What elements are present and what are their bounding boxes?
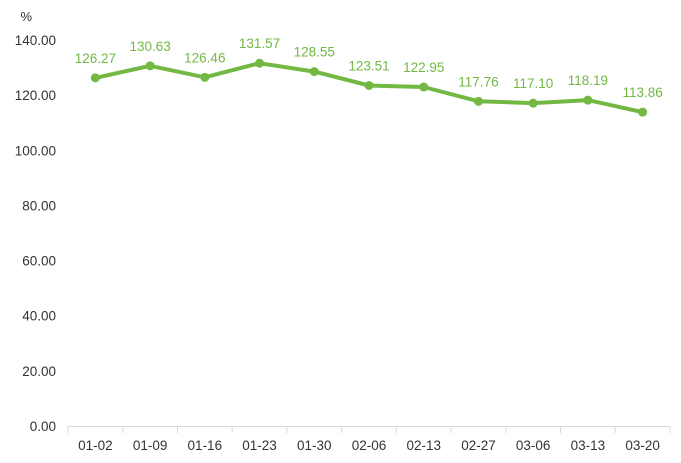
x-tick-label: 02-06 bbox=[352, 438, 387, 453]
y-tick-label: 100.00 bbox=[15, 143, 56, 158]
data-point bbox=[364, 80, 374, 90]
x-tick-label: 01-02 bbox=[78, 438, 113, 453]
data-point bbox=[638, 107, 648, 117]
data-label: 128.55 bbox=[294, 45, 335, 60]
data-label: 126.27 bbox=[75, 51, 116, 66]
y-axis-unit-label: % bbox=[20, 9, 32, 24]
y-tick-label: 140.00 bbox=[15, 33, 56, 48]
data-labels: 126.27 130.63 126.46 131.57 128.55 123.51 122.… bbox=[75, 36, 663, 100]
data-point bbox=[528, 98, 538, 108]
x-tick-label: 03-13 bbox=[571, 438, 606, 453]
y-tick-label: 20.00 bbox=[22, 364, 56, 379]
x-tick-label: 01-23 bbox=[242, 438, 277, 453]
y-axis-ticks: 0.00 20.00 40.00 60.00 80.00 100.00 120.00 140.… bbox=[15, 33, 56, 434]
y-tick-label: 120.00 bbox=[15, 88, 56, 103]
data-points bbox=[90, 58, 648, 117]
y-tick-label: 0.00 bbox=[30, 419, 56, 434]
data-label: 118.19 bbox=[568, 73, 608, 88]
data-label: 126.46 bbox=[184, 50, 225, 65]
data-label: 131.57 bbox=[239, 36, 280, 51]
y-tick-label: 40.00 bbox=[22, 309, 56, 324]
data-point bbox=[309, 67, 319, 77]
data-label: 123.51 bbox=[348, 58, 389, 73]
data-point bbox=[255, 58, 265, 68]
x-tick-label: 02-13 bbox=[406, 438, 441, 453]
data-point bbox=[473, 96, 483, 106]
x-tick-label: 03-06 bbox=[516, 438, 551, 453]
x-tick-label: 01-09 bbox=[133, 438, 168, 453]
x-axis-ticks: 01-02 01-09 01-16 01-23 01-30 02-06 02-13 02-27… bbox=[67, 426, 671, 453]
x-tick-label: 01-16 bbox=[188, 438, 223, 453]
y-tick-label: 60.00 bbox=[22, 254, 56, 269]
data-label: 122.95 bbox=[403, 60, 444, 75]
data-label: 117.76 bbox=[458, 74, 498, 89]
data-point bbox=[419, 82, 429, 92]
data-label: 130.63 bbox=[129, 39, 170, 54]
data-label: 113.86 bbox=[622, 85, 662, 100]
data-point bbox=[145, 61, 155, 71]
x-tick-label: 01-30 bbox=[297, 438, 332, 453]
x-tick-label: 03-20 bbox=[625, 438, 660, 453]
data-label: 117.10 bbox=[513, 76, 553, 91]
data-point bbox=[90, 73, 100, 83]
y-tick-label: 80.00 bbox=[22, 198, 56, 213]
data-point bbox=[200, 72, 210, 82]
data-point bbox=[583, 95, 593, 105]
x-tick-label: 02-27 bbox=[461, 438, 496, 453]
